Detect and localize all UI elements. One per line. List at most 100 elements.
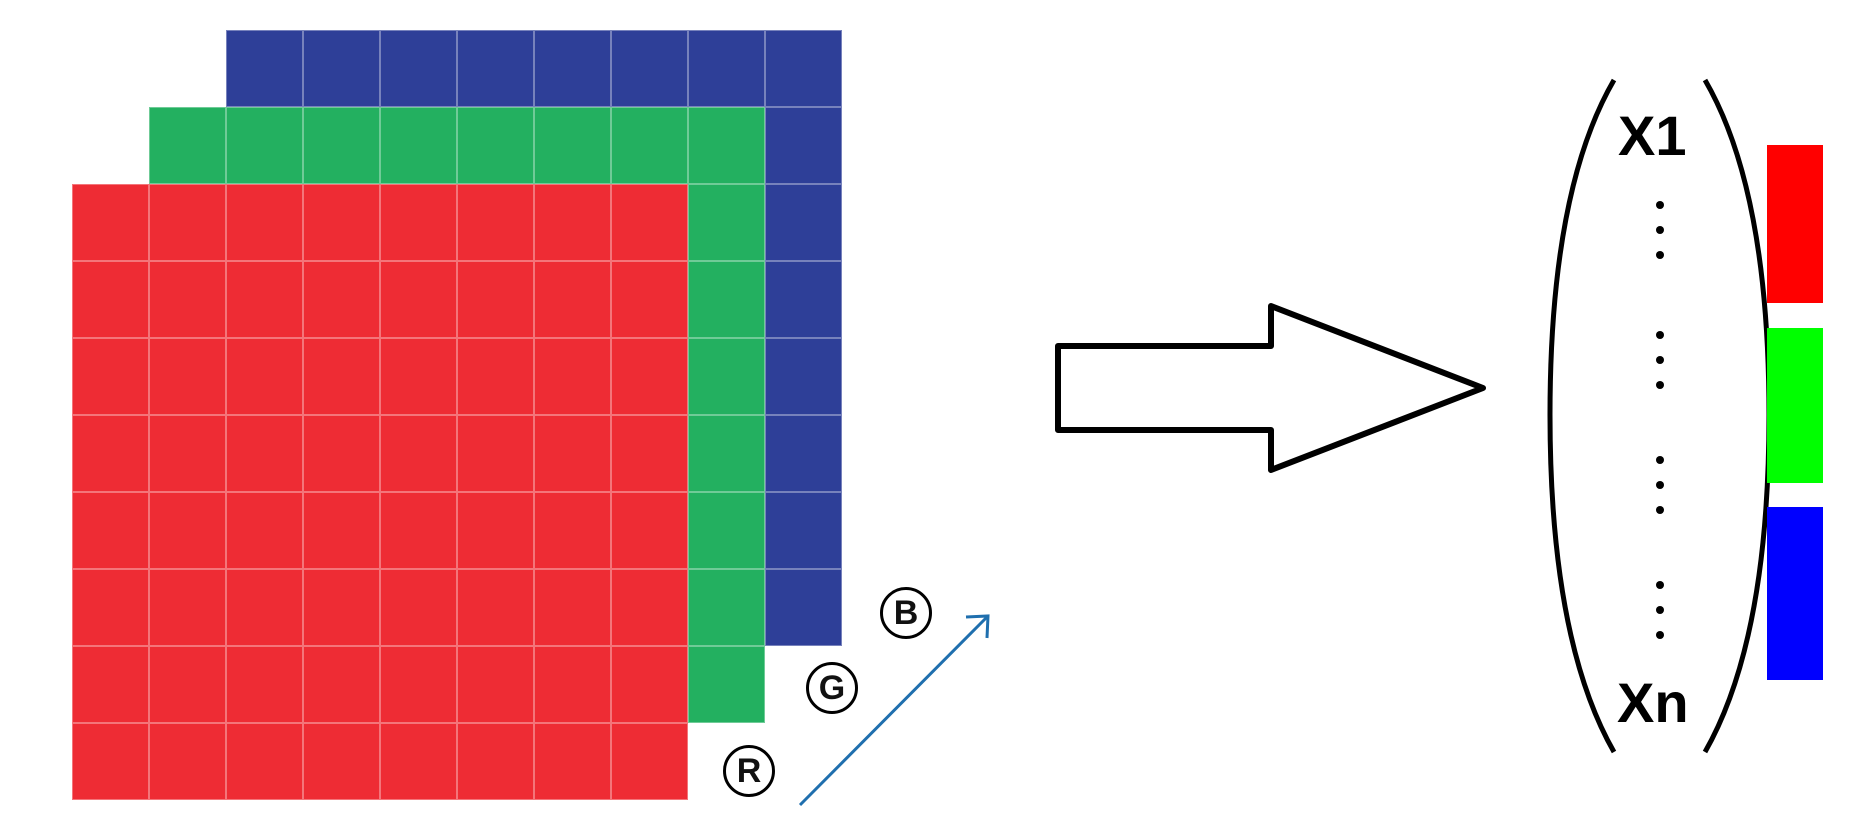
pixel-cell bbox=[149, 184, 226, 261]
pixel-cell bbox=[765, 107, 842, 184]
pixel-cell bbox=[380, 30, 457, 107]
pixel-cell bbox=[303, 569, 380, 646]
pixel-cell bbox=[380, 338, 457, 415]
left-parenthesis-icon bbox=[1547, 78, 1617, 754]
pixel-cell bbox=[765, 492, 842, 569]
pixel-cell bbox=[457, 646, 534, 723]
pixel-cell bbox=[303, 492, 380, 569]
ellipsis-dot bbox=[1656, 606, 1664, 614]
pixel-cell bbox=[226, 723, 303, 800]
pixel-cell bbox=[72, 261, 149, 338]
pixel-cell bbox=[303, 107, 380, 184]
pixel-cell bbox=[688, 569, 765, 646]
pixel-cell bbox=[303, 30, 380, 107]
pixel-cell bbox=[611, 492, 688, 569]
vector-first-element: X1 bbox=[1618, 104, 1687, 167]
pixel-cell bbox=[534, 415, 611, 492]
pixel-cell bbox=[380, 723, 457, 800]
depth-arrow-icon bbox=[798, 614, 990, 807]
pixel-cell bbox=[457, 338, 534, 415]
pixel-cell bbox=[149, 569, 226, 646]
pixel-cell bbox=[688, 646, 765, 723]
pixel-cell bbox=[611, 184, 688, 261]
vector-blue-segment bbox=[1767, 507, 1823, 680]
channel-label-b: B bbox=[880, 587, 932, 639]
ellipsis-dot bbox=[1656, 456, 1664, 464]
pixel-cell bbox=[380, 107, 457, 184]
pixel-cell bbox=[534, 30, 611, 107]
pixel-cell bbox=[457, 415, 534, 492]
pixel-cell bbox=[226, 261, 303, 338]
pixel-cell bbox=[534, 646, 611, 723]
pixel-cell bbox=[457, 30, 534, 107]
pixel-cell bbox=[534, 723, 611, 800]
vector-red-segment bbox=[1767, 145, 1823, 303]
pixel-cell bbox=[765, 184, 842, 261]
vector-last-element: Xn bbox=[1617, 671, 1689, 734]
pixel-cell bbox=[534, 261, 611, 338]
pixel-cell bbox=[457, 569, 534, 646]
channel-label-g: G bbox=[806, 662, 858, 714]
ellipsis-dot bbox=[1656, 381, 1664, 389]
pixel-cell bbox=[380, 569, 457, 646]
pixel-cell bbox=[149, 723, 226, 800]
pixel-cell bbox=[611, 569, 688, 646]
ellipsis-dot bbox=[1656, 201, 1664, 209]
ellipsis-dot bbox=[1656, 506, 1664, 514]
pixel-cell bbox=[226, 415, 303, 492]
pixel-cell bbox=[457, 261, 534, 338]
pixel-cell bbox=[611, 723, 688, 800]
red-channel-grid bbox=[72, 184, 688, 800]
pixel-cell bbox=[226, 569, 303, 646]
pixel-cell bbox=[149, 492, 226, 569]
right-parenthesis-icon bbox=[1702, 78, 1772, 754]
ellipsis-dot bbox=[1656, 356, 1664, 364]
pixel-cell bbox=[765, 30, 842, 107]
pixel-cell bbox=[611, 261, 688, 338]
pixel-cell bbox=[457, 723, 534, 800]
pixel-cell bbox=[688, 30, 765, 107]
pixel-cell bbox=[380, 646, 457, 723]
pixel-cell bbox=[149, 261, 226, 338]
pixel-cell bbox=[226, 184, 303, 261]
ellipsis-dot bbox=[1656, 251, 1664, 259]
vertical-ellipsis bbox=[1656, 201, 1664, 639]
pixel-cell bbox=[72, 492, 149, 569]
pixel-cell bbox=[688, 338, 765, 415]
pixel-cell bbox=[72, 415, 149, 492]
pixel-cell bbox=[688, 492, 765, 569]
pixel-cell bbox=[765, 569, 842, 646]
pixel-cell bbox=[72, 338, 149, 415]
pixel-cell bbox=[380, 184, 457, 261]
pixel-cell bbox=[380, 261, 457, 338]
pixel-cell bbox=[457, 184, 534, 261]
ellipsis-dot bbox=[1656, 481, 1664, 489]
pixel-cell bbox=[303, 723, 380, 800]
pixel-cell bbox=[765, 338, 842, 415]
channel-label-r: R bbox=[723, 745, 775, 797]
pixel-cell bbox=[380, 492, 457, 569]
vector-green-segment bbox=[1767, 328, 1823, 483]
pixel-cell bbox=[611, 107, 688, 184]
pixel-cell bbox=[226, 492, 303, 569]
pixel-cell bbox=[303, 415, 380, 492]
pixel-cell bbox=[226, 338, 303, 415]
ellipsis-dot bbox=[1656, 226, 1664, 234]
pixel-cell bbox=[226, 646, 303, 723]
pixel-cell bbox=[611, 338, 688, 415]
pixel-cell bbox=[688, 107, 765, 184]
pixel-cell bbox=[611, 646, 688, 723]
pixel-cell bbox=[457, 492, 534, 569]
pixel-cell bbox=[534, 338, 611, 415]
pixel-cell bbox=[72, 184, 149, 261]
pixel-cell bbox=[534, 492, 611, 569]
pixel-cell bbox=[72, 569, 149, 646]
pixel-cell bbox=[149, 338, 226, 415]
pixel-cell bbox=[226, 30, 303, 107]
pixel-cell bbox=[688, 261, 765, 338]
pixel-cell bbox=[226, 107, 303, 184]
pixel-cell bbox=[457, 107, 534, 184]
pixel-cell bbox=[303, 261, 380, 338]
pixel-cell bbox=[611, 30, 688, 107]
